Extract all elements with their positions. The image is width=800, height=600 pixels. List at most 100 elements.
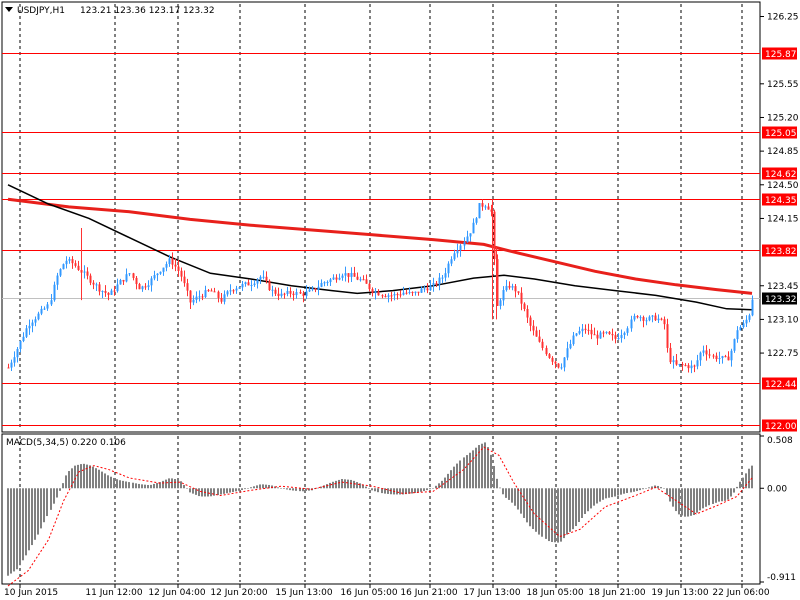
macd-bar bbox=[453, 466, 455, 489]
candle-body bbox=[590, 329, 593, 335]
moving-average-long bbox=[7, 197, 753, 295]
candle-body bbox=[557, 363, 560, 368]
candle-body bbox=[526, 308, 529, 318]
macd-bar bbox=[566, 488, 568, 535]
macd-bar bbox=[259, 484, 261, 489]
candle-body bbox=[174, 264, 177, 267]
price-axis[interactable]: 126.25 125.55 125.20 124.85 124.50 124.15 123.… bbox=[760, 13, 799, 360]
candle-body bbox=[238, 287, 241, 289]
candle-body bbox=[311, 288, 314, 290]
macd-bar bbox=[702, 488, 704, 509]
candle-body bbox=[302, 293, 305, 297]
time-axis[interactable]: 10 Jun 2015 11 Jun 12:00 12 Jun 04:00 12 Ju… bbox=[4, 584, 770, 598]
macd-bar bbox=[174, 479, 176, 489]
candle-body bbox=[56, 275, 59, 285]
candle-body bbox=[721, 356, 724, 359]
macd-bar bbox=[217, 488, 219, 496]
macd-bar bbox=[332, 481, 334, 489]
candle-body bbox=[31, 322, 34, 326]
macd-bar bbox=[308, 488, 310, 491]
candle-body bbox=[195, 296, 198, 300]
candle-body bbox=[77, 265, 80, 270]
candle-body bbox=[347, 273, 350, 277]
candle-body bbox=[183, 276, 186, 284]
macd-header: MACD(5,34,5) 0.220 0.106 bbox=[6, 438, 126, 448]
macd-bar bbox=[657, 485, 659, 489]
candle-body bbox=[344, 273, 347, 276]
candle-body bbox=[414, 291, 417, 293]
candle-body bbox=[171, 258, 174, 265]
macd-bar bbox=[663, 488, 665, 489]
candle-body bbox=[289, 290, 292, 294]
macd-bar bbox=[247, 488, 249, 489]
macd-bar bbox=[718, 488, 720, 502]
macd-bar bbox=[523, 488, 525, 518]
macd-bar bbox=[350, 479, 352, 489]
candle-body bbox=[669, 347, 672, 363]
macd-bar bbox=[493, 465, 495, 489]
candle-body bbox=[487, 206, 490, 210]
macd-panel[interactable]: 0.508 0.00 -0.911 MACD(5,34,5) 0.220 0.106 bbox=[1, 433, 796, 587]
candle-body bbox=[611, 334, 614, 336]
candle-body bbox=[274, 289, 277, 294]
candle-body bbox=[678, 364, 681, 366]
candle-body bbox=[217, 291, 220, 298]
macd-bar bbox=[292, 488, 294, 491]
candle-body bbox=[505, 285, 508, 291]
candle-body bbox=[733, 339, 736, 351]
macd-bar bbox=[587, 488, 589, 512]
candle-body bbox=[399, 294, 402, 296]
macd-bar bbox=[135, 483, 137, 489]
macd-bar bbox=[59, 488, 61, 491]
macd-bar bbox=[83, 463, 85, 489]
macd-bar bbox=[414, 488, 416, 494]
candle-body bbox=[89, 275, 92, 283]
candle-body bbox=[335, 277, 338, 280]
macd-bar bbox=[520, 488, 522, 514]
macd-bar bbox=[226, 488, 228, 494]
candle-body bbox=[53, 284, 56, 301]
macd-bar bbox=[526, 488, 528, 523]
triangle-down-icon[interactable] bbox=[5, 7, 13, 12]
candle-body bbox=[168, 258, 171, 264]
macd-bar bbox=[636, 488, 638, 492]
candle-body bbox=[429, 285, 432, 291]
candle-body bbox=[642, 317, 645, 321]
candle-body bbox=[299, 292, 302, 294]
candle-body bbox=[693, 365, 696, 367]
macd-bar bbox=[402, 488, 404, 495]
macd-bar bbox=[578, 488, 580, 523]
level-tag-label: 123.82 bbox=[765, 247, 797, 257]
macd-bar bbox=[620, 488, 622, 495]
macd-bar bbox=[374, 488, 376, 492]
candle-body bbox=[314, 288, 317, 290]
candle-body bbox=[101, 291, 104, 293]
horizontal-levels[interactable]: 125.87 125.05 124.62 124.35 123.82 122.44 122.… bbox=[2, 47, 797, 433]
candle-body bbox=[639, 317, 642, 319]
macd-bar bbox=[681, 488, 683, 516]
candle-body bbox=[384, 296, 387, 298]
macd-bar bbox=[645, 488, 647, 489]
candle-body bbox=[426, 288, 429, 291]
macd-bar bbox=[268, 484, 270, 489]
candle-body bbox=[377, 291, 380, 296]
candle-body bbox=[699, 352, 702, 361]
level-tag bbox=[762, 244, 797, 257]
candle-body bbox=[718, 358, 721, 360]
time-tick-label: 15 Jun 13:00 bbox=[275, 588, 332, 598]
candle-body bbox=[584, 328, 587, 330]
candle-body bbox=[666, 324, 669, 348]
price-panel[interactable]: 125.87 125.05 124.62 124.35 123.82 122.44 122.… bbox=[1, 1, 799, 433]
candle-body bbox=[608, 331, 611, 335]
macd-bar bbox=[210, 488, 212, 497]
macd-bar bbox=[344, 479, 346, 489]
macd-bar bbox=[223, 488, 225, 494]
candle-body bbox=[408, 292, 411, 294]
macd-bar bbox=[405, 488, 407, 495]
time-tick-label: 18 Jun 05:00 bbox=[526, 588, 583, 598]
macd-bar bbox=[611, 488, 613, 498]
macd-bar bbox=[666, 488, 668, 495]
macd-bar bbox=[101, 471, 103, 489]
macd-bar bbox=[271, 485, 273, 489]
